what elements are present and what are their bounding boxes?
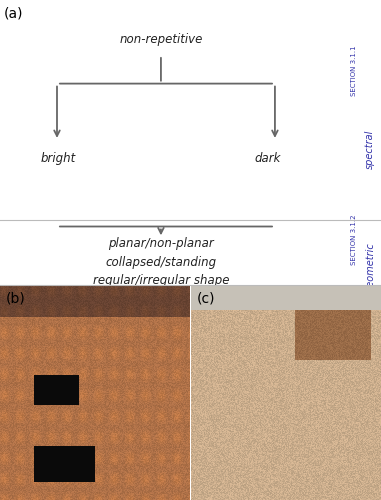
Text: non-repetitive: non-repetitive	[119, 33, 203, 46]
Text: spectral: spectral	[365, 130, 375, 170]
Text: (a): (a)	[3, 6, 23, 20]
Text: planar/non-planar
collapsed/standing
regular/irregular shape: planar/non-planar collapsed/standing reg…	[93, 238, 229, 287]
Text: (b): (b)	[6, 292, 26, 306]
Text: SECTION 3.1.1: SECTION 3.1.1	[351, 45, 357, 96]
Text: geometric: geometric	[366, 242, 376, 292]
Text: bright: bright	[40, 152, 75, 165]
Text: SECTION 3.1.2: SECTION 3.1.2	[351, 214, 357, 265]
Text: dark: dark	[255, 152, 281, 165]
Text: (c): (c)	[197, 292, 216, 306]
